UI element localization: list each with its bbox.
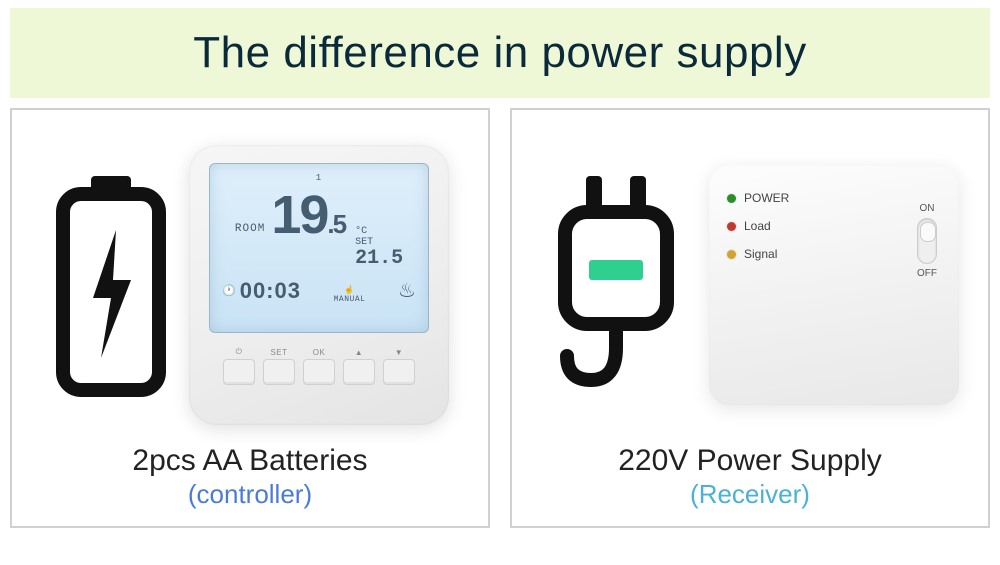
up-button[interactable] [343,359,375,385]
on-off-switch[interactable]: ON OFF [917,203,937,279]
battery-icon [51,170,171,400]
clock-icon: 🕐 [222,284,236,298]
current-temp: 19.5 [271,188,345,242]
flame-icon: ♨ [398,278,416,304]
set-button[interactable] [263,359,295,385]
thermostat-buttons: ⏻ SET OK ▲ ▼ [223,347,415,385]
hand-icon: ☝ [334,285,366,295]
ok-button[interactable] [303,359,335,385]
receiver-device: POWER Load Signal ON OFF [709,165,959,405]
power-button[interactable] [223,359,255,385]
manual-label: ☝ MANUAL [334,285,366,304]
controller-caption: 2pcs AA Batteries (controller) [132,443,367,516]
receiver-visual: POWER Load Signal ON OFF [526,128,974,443]
plug-icon [541,170,691,400]
toggle-switch[interactable] [917,218,937,264]
led-row-power: POWER [727,191,941,205]
clock-block: 🕐 00:03 [222,278,301,304]
controller-visual: 1 ROOM 19.5 °C SET 21.5 [26,128,474,443]
header-banner: The difference in power supply [10,8,990,98]
led-signal [727,250,736,259]
led-row-signal: Signal [727,247,941,261]
down-button[interactable] [383,359,415,385]
room-label: ROOM [235,223,265,235]
led-row-load: Load [727,219,941,233]
led-power [727,194,736,203]
thermostat-screen: 1 ROOM 19.5 °C SET 21.5 [209,163,429,333]
panel-receiver: POWER Load Signal ON OFF 220V Power S [510,108,990,528]
panel-controller: 1 ROOM 19.5 °C SET 21.5 [10,108,490,528]
panels-row: 1 ROOM 19.5 °C SET 21.5 [10,108,990,528]
receiver-caption: 220V Power Supply (Receiver) [618,443,882,516]
thermostat-device: 1 ROOM 19.5 °C SET 21.5 [189,145,449,425]
day-number: 1 [222,174,416,184]
page-title: The difference in power supply [193,28,806,78]
led-load [727,222,736,231]
set-temp-block: °C SET 21.5 [355,226,403,270]
